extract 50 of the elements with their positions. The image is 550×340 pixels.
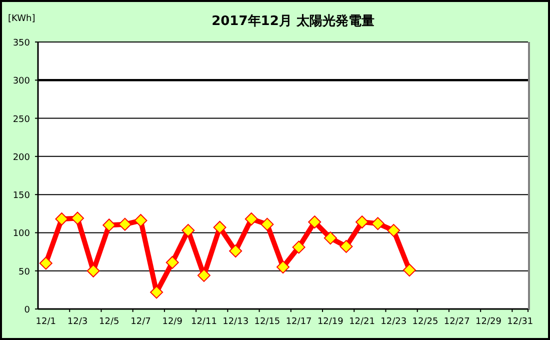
x-tick-label: 12/3 bbox=[67, 317, 88, 327]
point bbox=[150, 286, 164, 299]
point bbox=[276, 260, 290, 274]
y-axis-title: [KWh] bbox=[8, 14, 36, 24]
point bbox=[71, 212, 84, 225]
point bbox=[39, 256, 52, 270]
x-tick-label: 12/21 bbox=[349, 317, 375, 327]
point bbox=[229, 244, 242, 258]
x-tick-label: 12/1 bbox=[36, 317, 56, 327]
point bbox=[340, 240, 353, 253]
y-tick-label: 50 bbox=[18, 267, 30, 278]
x-tick-label: 12/7 bbox=[130, 317, 151, 327]
x-tick-label: 12/31 bbox=[507, 317, 534, 327]
x-tick-label: 12/25 bbox=[412, 317, 438, 327]
point bbox=[134, 214, 148, 228]
chart-title: 2017年12月 太陽光発電量 bbox=[212, 14, 374, 29]
point bbox=[356, 216, 369, 229]
point bbox=[213, 220, 226, 234]
x-tick-label: 12/9 bbox=[162, 317, 183, 327]
x-tick-label: 12/15 bbox=[254, 317, 280, 327]
point bbox=[387, 224, 400, 237]
x-tick-label: 12/5 bbox=[99, 317, 120, 327]
point bbox=[118, 218, 132, 231]
x-tick-label: 12/19 bbox=[317, 317, 344, 327]
y-tick-label: 300 bbox=[12, 76, 30, 87]
x-tick-label: 12/23 bbox=[380, 317, 407, 327]
point bbox=[324, 232, 337, 245]
y-tick-label: 250 bbox=[12, 114, 30, 125]
point bbox=[166, 256, 179, 269]
y-tick-label: 0 bbox=[24, 306, 30, 316]
point bbox=[308, 216, 322, 229]
point bbox=[55, 212, 68, 226]
y-tick-label: 150 bbox=[12, 191, 30, 202]
point bbox=[292, 240, 306, 254]
point bbox=[371, 217, 384, 230]
y-tick-label: 350 bbox=[12, 38, 30, 48]
x-tick-label: 12/29 bbox=[476, 317, 502, 327]
x-tick-label: 12/13 bbox=[222, 317, 249, 327]
point bbox=[244, 212, 258, 226]
point bbox=[182, 224, 195, 237]
x-tick-label: 12/11 bbox=[191, 317, 217, 327]
x-tick-label: 12/17 bbox=[286, 317, 312, 327]
point bbox=[102, 218, 116, 232]
point bbox=[86, 264, 100, 278]
y-tick-label: 200 bbox=[12, 152, 30, 163]
x-tick-label: 12/27 bbox=[444, 317, 470, 327]
point bbox=[260, 218, 274, 231]
point bbox=[402, 264, 416, 277]
y-tick-label: 100 bbox=[12, 229, 30, 240]
point bbox=[197, 268, 210, 282]
